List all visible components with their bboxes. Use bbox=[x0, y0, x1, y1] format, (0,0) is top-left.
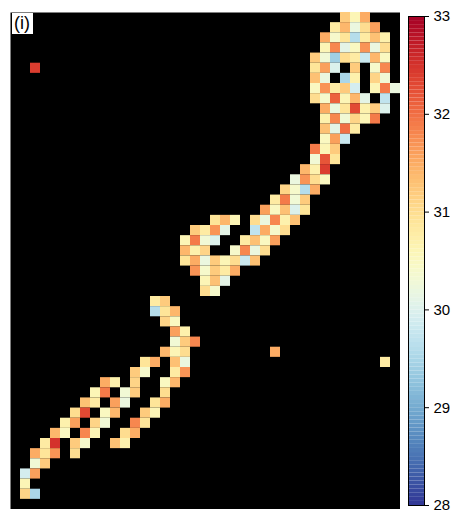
svg-text:32: 32 bbox=[434, 105, 451, 122]
html-text:(i): (i) bbox=[14, 13, 30, 33]
svg-text:33: 33 bbox=[434, 8, 451, 24]
svg-text:29: 29 bbox=[434, 399, 451, 416]
svg-text:30: 30 bbox=[434, 301, 451, 318]
svg-text:28: 28 bbox=[434, 496, 451, 513]
svg-text:31: 31 bbox=[434, 203, 451, 220]
